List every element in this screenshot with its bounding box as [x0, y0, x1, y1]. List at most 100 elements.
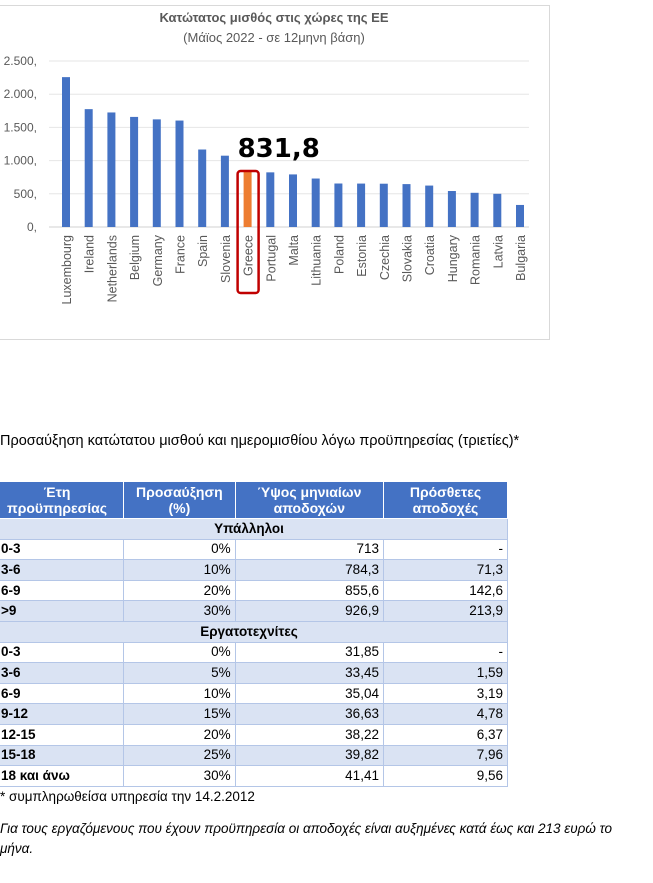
bar-belgium [130, 116, 139, 227]
bar-estonia [357, 183, 366, 227]
y-tick-label: 500, [14, 187, 37, 201]
table-cell: 0% [123, 641, 236, 664]
x-tick-label: Estonia [355, 235, 369, 277]
table-cell: 5% [123, 662, 236, 684]
table-row: 3-6 5% 33,45 1,59 [0, 662, 509, 684]
section-label: Εργατοτεχνίτες [0, 620, 508, 643]
table-cell: 3-6 [0, 662, 124, 684]
table-cell: 33,45 [234, 662, 384, 684]
table-cell: 9-12 [0, 703, 124, 725]
bar-lithuania [311, 178, 320, 227]
table-cell: >9 [0, 600, 124, 622]
x-tick-label: Slovenia [219, 235, 233, 283]
table-cell: 213,9 [382, 600, 509, 622]
table-cell: 3,19 [382, 682, 509, 705]
table-cell: 10% [123, 559, 236, 581]
bar-romania [470, 192, 479, 227]
table-cell: 41,41 [234, 765, 384, 787]
bar-hungary [447, 191, 456, 227]
paragraph: Για τους εργαζόμενους που έχουν προϋπηρε… [0, 821, 613, 856]
table-cell: 142,6 [382, 579, 509, 602]
table-cell: 784,3 [234, 559, 384, 581]
seniority-table: Έτη προϋπηρεσίας Προσαύξηση (%) Ύψος μηνια… [0, 481, 509, 787]
bar-netherlands [107, 112, 116, 227]
table-row: 9-12 15% 36,63 4,78 [0, 703, 509, 725]
table-row: 15-18 25% 39,82 7,96 [0, 744, 509, 767]
bar-ireland [84, 109, 93, 227]
x-tick-label: Belgium [128, 235, 142, 280]
x-tick-label: Bulgaria [514, 235, 528, 281]
x-tick-label: Spain [196, 235, 210, 267]
x-tick-label: Poland [332, 235, 346, 274]
x-tick-label: Portugal [264, 235, 278, 282]
table-cell: 35,04 [234, 682, 384, 705]
table-cell: 0-3 [0, 538, 124, 561]
table-cell: 713 [234, 538, 384, 561]
bar-croatia [425, 185, 434, 227]
bar-spain [198, 149, 207, 227]
x-tick-label: France [174, 235, 188, 274]
chart-subtitle: (Μάϊος 2022 - σε 12μηνη βάση) [183, 30, 365, 45]
x-tick-label: Romania [469, 235, 483, 285]
minimum-wage-chart: Κατώτατος μισθός στις χώρες της ΕΕ (Μάϊο… [0, 5, 550, 340]
x-tick-label: Luxembourg [60, 235, 74, 305]
x-tick-label: Greece [242, 235, 256, 276]
x-tick-label: Czechia [378, 235, 392, 280]
table-row: 12-15 20% 38,22 6,37 [0, 723, 509, 746]
table-cell: 36,63 [234, 703, 384, 725]
x-tick-label: Malta [287, 235, 301, 266]
table-cell: 6-9 [0, 682, 124, 705]
table-cell: 18 και άνω [0, 765, 124, 787]
table-cell: 15% [123, 703, 236, 725]
table-row: 6-9 10% 35,04 3,19 [0, 682, 509, 705]
table-cell: 10% [123, 682, 236, 705]
table-cell: 30% [123, 600, 236, 622]
table-row: 0-3 0% 713- [0, 538, 509, 561]
table-cell: 30% [123, 765, 236, 787]
section-row: Εργατοτεχνίτες [0, 620, 508, 643]
table-cell: 0-3 [0, 641, 124, 664]
table-row: 6-9 20% 855,6 142,6 [0, 579, 509, 602]
table-row: 3-6 10% 784,3 71,3 [0, 559, 509, 581]
x-tick-label: Germany [151, 234, 165, 286]
table-cell: 6-9 [0, 579, 124, 602]
bar-greece [243, 171, 252, 227]
table-cell: 0% [123, 538, 236, 561]
table-cell: 926,9 [234, 600, 384, 622]
bar-portugal [266, 172, 275, 227]
section-label: Υπάλληλοι [0, 518, 508, 540]
table-row: 0-3 0% 31,85- [0, 641, 509, 664]
table-cell: 15-18 [0, 744, 124, 767]
column-header: Ύψος μηνιαίων αποδοχών [234, 481, 384, 519]
bar-malta [289, 174, 297, 227]
x-tick-label: Netherlands [105, 235, 119, 302]
table-cell: 71,3 [382, 559, 509, 581]
bar-poland [334, 183, 343, 227]
table-cell: 6,37 [382, 723, 509, 746]
table-cell: 25% [123, 744, 236, 767]
chart-plot: 0, 500, 1.000, 1.500, 2.000, 2.500, Luxembourg… [4, 54, 529, 305]
table-cell: 31,85 [234, 641, 384, 664]
column-header: Προσαύξηση (%) [123, 481, 236, 519]
table-cell: 4,78 [382, 703, 509, 725]
table-cell: 20% [123, 579, 236, 602]
column-header: Πρόσθετες αποδοχές [382, 481, 509, 519]
x-tick-label: Latvia [491, 235, 505, 268]
x-tick-label: Croatia [423, 235, 437, 275]
table-cell: - [382, 641, 509, 664]
column-header: Έτη προϋπηρεσίας [0, 481, 124, 519]
bar-france [175, 120, 184, 227]
table-row: 18 και άνω 30% 41,41 9,56 [0, 765, 509, 787]
x-tick-label: Ireland [83, 235, 97, 273]
bar-latvia [493, 193, 502, 227]
bar-bulgaria [516, 204, 524, 227]
section-row: Υπάλληλοι [0, 518, 508, 540]
x-tick-label: Hungary [446, 234, 460, 282]
table-cell: 39,82 [234, 744, 384, 767]
bar-czechia [379, 183, 388, 227]
y-tick-label: 1.000, [4, 154, 37, 168]
table-cell: 20% [123, 723, 236, 746]
y-tick-label: 0, [27, 220, 37, 234]
y-tick-label: 2.000, [4, 87, 37, 101]
table-cell: - [382, 538, 509, 561]
